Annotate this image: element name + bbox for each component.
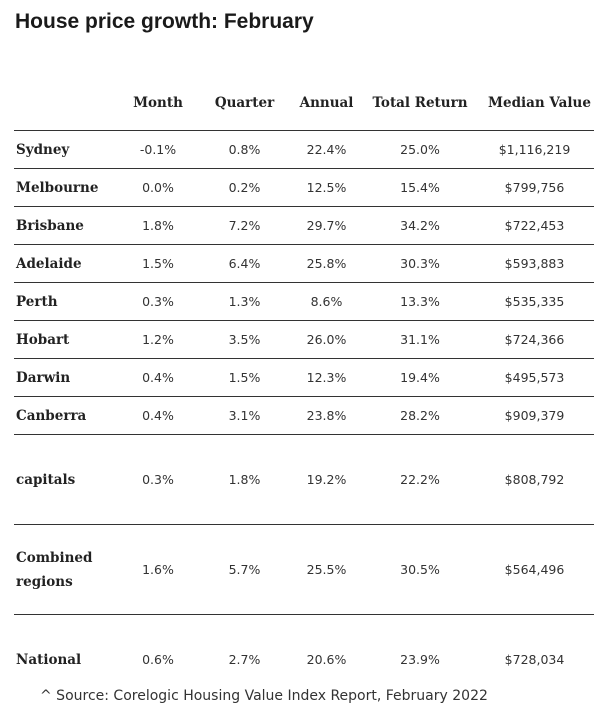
month-value: 0.3%: [115, 282, 201, 321]
table-row: National 0.6% 2.7% 20.6% 23.9% $728,034: [14, 615, 594, 705]
total-return-value: 28.2%: [365, 396, 475, 435]
month-value: 1.2%: [115, 320, 201, 359]
median-value: $564,496: [475, 524, 594, 615]
total-return-value: 23.9%: [400, 652, 440, 667]
quarter-value: 1.3%: [201, 282, 288, 321]
table-row: Canberra 0.4% 3.1% 23.8% 28.2% $909,379: [14, 396, 594, 435]
month-value: 1.6%: [115, 524, 201, 615]
total-return-value: 30.5%: [365, 524, 475, 615]
total-return-value: 13.3%: [365, 282, 475, 321]
total-return-value: 25.0%: [365, 130, 475, 169]
table-header-row: Month Quarter Annual Total Return Median…: [14, 76, 594, 131]
region-name: Perth: [14, 282, 115, 321]
quarter-value: 0.8%: [201, 130, 288, 169]
region-name: National: [16, 651, 82, 668]
annual-value: 22.4%: [288, 130, 365, 169]
region-name: Melbourne: [14, 168, 115, 207]
quarter-value: 6.4%: [201, 244, 288, 283]
table-row: Melbourne 0.0% 0.2% 12.5% 15.4% $799,756: [14, 168, 594, 207]
annual-value: 26.0%: [288, 320, 365, 359]
median-value: $799,756: [475, 168, 594, 207]
region-name: Sydney: [14, 130, 115, 169]
region-name: capitals: [14, 434, 115, 525]
table-row: Adelaide 1.5% 6.4% 25.8% 30.3% $593,883: [14, 244, 594, 283]
month-value: 0.3%: [115, 434, 201, 525]
annual-value: 25.8%: [288, 244, 365, 283]
median-value: $728,034: [504, 652, 565, 667]
median-value: $808,792: [475, 434, 594, 525]
median-value: $1,116,219: [475, 130, 594, 169]
column-header-name: [14, 76, 115, 131]
total-return-value: 22.2%: [365, 434, 475, 525]
annual-value: 23.8%: [288, 396, 365, 435]
month-value: 0.4%: [115, 358, 201, 397]
total-return-value: 19.4%: [365, 358, 475, 397]
total-return-value: 30.3%: [365, 244, 475, 283]
median-value: $495,573: [475, 358, 594, 397]
annual-value: 8.6%: [288, 282, 365, 321]
annual-value: 12.5%: [288, 168, 365, 207]
region-name: Darwin: [14, 358, 115, 397]
quarter-value: 2.7%: [228, 652, 261, 667]
price-growth-table: Month Quarter Annual Total Return Median…: [14, 76, 594, 704]
annual-value: 29.7%: [288, 206, 365, 245]
month-value: 0.4%: [115, 396, 201, 435]
annual-value: 12.3%: [288, 358, 365, 397]
table-row: Sydney -0.1% 0.8% 22.4% 25.0% $1,116,219: [14, 130, 594, 169]
median-value: $724,366: [475, 320, 594, 359]
month-value: 1.8%: [115, 206, 201, 245]
table-row: Darwin 0.4% 1.5% 12.3% 19.4% $495,573: [14, 358, 594, 397]
total-return-value: 31.1%: [365, 320, 475, 359]
table-row: Combined regions 1.6% 5.7% 25.5% 30.5% $564,4…: [14, 524, 594, 615]
month-value: -0.1%: [115, 130, 201, 169]
month-value: 1.5%: [115, 244, 201, 283]
annual-value: 19.2%: [288, 434, 365, 525]
month-value: 0.6%: [142, 652, 174, 667]
median-value: $535,335: [475, 282, 594, 321]
region-name: Canberra: [14, 396, 115, 435]
total-return-value: 15.4%: [365, 168, 475, 207]
region-name: Hobart: [14, 320, 115, 359]
total-return-value: 34.2%: [365, 206, 475, 245]
column-header-total-return: Total Return: [365, 76, 475, 131]
region-name: Adelaide: [14, 244, 115, 283]
quarter-value: 3.5%: [201, 320, 288, 359]
table-row: capitals 0.3% 1.8% 19.2% 22.2% $808,792: [14, 434, 594, 525]
quarter-value: 5.7%: [201, 524, 288, 615]
median-value: $909,379: [475, 396, 594, 435]
median-value: $593,883: [475, 244, 594, 283]
region-name: Combined regions: [14, 524, 115, 615]
quarter-value: 0.2%: [201, 168, 288, 207]
quarter-value: 1.5%: [201, 358, 288, 397]
source-note: ^ Source: Corelogic Housing Value Index …: [40, 688, 488, 704]
quarter-value: 1.8%: [201, 434, 288, 525]
table-body: Sydney -0.1% 0.8% 22.4% 25.0% $1,116,219 Melbo…: [14, 130, 594, 705]
table-row: Brisbane 1.8% 7.2% 29.7% 34.2% $722,453: [14, 206, 594, 245]
month-value: 0.0%: [115, 168, 201, 207]
annual-value: 20.6%: [306, 652, 347, 667]
quarter-value: 7.2%: [201, 206, 288, 245]
region-name: Brisbane: [14, 206, 115, 245]
column-header-quarter: Quarter: [201, 76, 288, 131]
table-row: Perth 0.3% 1.3% 8.6% 13.3% $535,335: [14, 282, 594, 321]
column-header-month: Month: [115, 76, 201, 131]
quarter-value: 3.1%: [201, 396, 288, 435]
annual-value: 25.5%: [288, 524, 365, 615]
page-title: House price growth: February: [15, 10, 314, 33]
median-value: $722,453: [475, 206, 594, 245]
table-row: Hobart 1.2% 3.5% 26.0% 31.1% $724,366: [14, 320, 594, 359]
column-header-annual: Annual: [288, 76, 365, 131]
column-header-median-value: Median Value: [475, 76, 594, 131]
